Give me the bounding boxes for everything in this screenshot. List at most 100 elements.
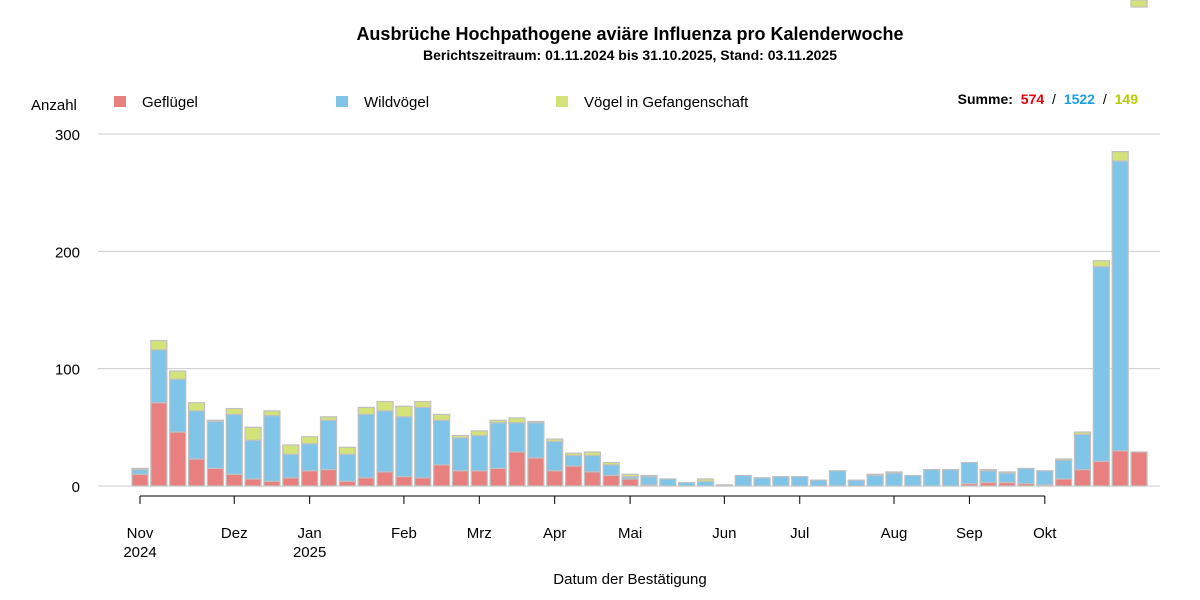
bar-segment — [187, 402, 206, 412]
bar-segment — [244, 439, 262, 480]
bar-segment — [696, 480, 715, 487]
bar-segment — [1017, 467, 1035, 485]
bar-segment — [206, 420, 224, 470]
bar-segment — [866, 474, 884, 487]
x-tick-label: Jun — [712, 525, 736, 542]
bar-segment — [772, 476, 790, 487]
bar-segment — [338, 446, 356, 455]
bar-segment — [376, 471, 394, 487]
bar-segment — [885, 471, 903, 474]
week-bar — [508, 417, 526, 487]
bar-segment — [791, 476, 809, 487]
bar-segment — [847, 479, 865, 487]
x-tick-label: Mrz — [467, 525, 492, 542]
bar-segment — [923, 468, 941, 487]
week-bar — [847, 479, 865, 487]
bar-segment — [527, 422, 545, 459]
x-tick-label: Feb — [391, 525, 417, 542]
bar-segment — [979, 468, 997, 472]
week-bar — [941, 468, 960, 487]
week-bar — [282, 444, 300, 487]
x-tick-label: Nov — [127, 525, 154, 542]
week-bar — [696, 478, 715, 487]
bar-segment — [564, 452, 583, 457]
bar-segment — [150, 339, 168, 351]
bar-segment — [1073, 433, 1092, 471]
bar-segment — [470, 470, 488, 487]
week-bar — [809, 479, 828, 487]
bar-segment — [319, 468, 338, 487]
x-tick-year: 2024 — [123, 544, 156, 561]
bar-segment — [414, 477, 432, 487]
week-bar — [433, 413, 451, 487]
x-tick-label: Jul — [790, 525, 809, 542]
bar-segment — [357, 406, 375, 416]
week-bar — [150, 339, 168, 487]
bar-segment — [1036, 470, 1054, 486]
bar-segment — [187, 458, 206, 487]
bar-segment — [414, 400, 432, 408]
week-bar — [1111, 151, 1129, 487]
bar-segment — [357, 477, 375, 487]
bar-segment — [527, 457, 545, 487]
week-bar — [772, 476, 790, 487]
week-bar — [527, 420, 545, 487]
bar-segment — [809, 479, 828, 487]
week-bar — [1036, 470, 1054, 487]
week-bar — [640, 474, 658, 487]
week-bar — [206, 419, 224, 487]
x-tick-label: Jan — [298, 525, 322, 542]
bar-segment — [244, 478, 262, 487]
bar-segment — [395, 476, 413, 487]
bar-segment — [1111, 160, 1129, 452]
bar-segment — [1073, 431, 1092, 435]
bar-segment — [470, 430, 488, 437]
summe-label: Summe: — [958, 91, 1013, 107]
bar-segment — [564, 454, 583, 467]
bar-segment — [866, 473, 884, 477]
bar-segment — [395, 405, 413, 418]
week-bar — [923, 468, 941, 487]
summe-gefluegel: 574 — [1021, 91, 1045, 107]
week-bar — [169, 370, 187, 487]
bar-segment — [546, 440, 564, 472]
bar-segment — [263, 480, 281, 487]
bar-segment — [414, 406, 432, 479]
y-tick-label: 0 — [72, 479, 80, 496]
bar-segment — [225, 407, 243, 416]
bar-segment — [508, 451, 526, 487]
bar-segment — [564, 465, 583, 487]
bar-segment — [979, 470, 997, 484]
bar-segment — [1073, 468, 1092, 487]
y-axis-label: Anzahl — [31, 97, 77, 114]
bar-segment — [169, 431, 187, 487]
bar-segment — [583, 471, 602, 487]
week-bar — [187, 402, 206, 487]
bar-segment — [602, 461, 620, 466]
bar-segment — [640, 474, 658, 478]
x-tick-label: Mai — [618, 525, 642, 542]
bar-segment — [489, 419, 507, 424]
bar-segment — [489, 467, 507, 487]
bar-segment — [357, 413, 375, 479]
week-bar — [828, 470, 847, 487]
bar-segment — [131, 468, 149, 475]
bar-segment — [451, 437, 470, 472]
x-tick-year: 2025 — [293, 544, 326, 561]
bar-segment — [583, 451, 602, 457]
week-bar — [244, 426, 262, 487]
bar-segment — [678, 481, 696, 487]
bar-segment — [301, 443, 319, 472]
legend: Geflügel Wildvögel Vögel in Gefangenschaft — [114, 94, 749, 111]
bar-segment — [546, 438, 564, 443]
bar-segment — [338, 453, 356, 482]
bar-segment — [206, 419, 224, 423]
legend-swatch — [336, 96, 348, 107]
bar-segment — [376, 400, 394, 412]
week-bar — [451, 434, 470, 487]
bar-segment — [621, 473, 639, 478]
week-bar — [678, 481, 696, 487]
summe-wildvoegel: 1522 — [1064, 91, 1095, 107]
bar-segment — [433, 464, 451, 487]
week-bar — [583, 451, 602, 487]
